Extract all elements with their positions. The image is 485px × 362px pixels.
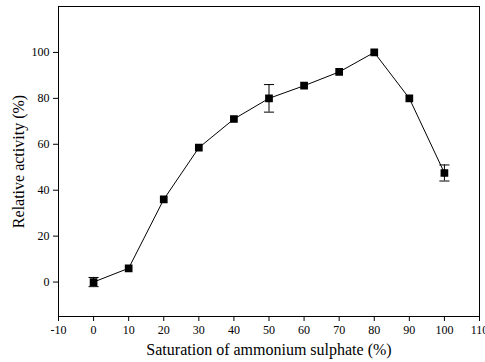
svg-text:40: 40 (38, 183, 50, 197)
svg-text:20: 20 (158, 323, 170, 337)
svg-text:-10: -10 (51, 323, 67, 337)
svg-text:100: 100 (435, 323, 453, 337)
svg-text:90: 90 (403, 323, 415, 337)
svg-text:100: 100 (32, 45, 50, 59)
svg-text:80: 80 (368, 323, 380, 337)
svg-text:60: 60 (298, 323, 310, 337)
svg-text:40: 40 (228, 323, 240, 337)
svg-text:50: 50 (263, 323, 275, 337)
svg-text:Relative activity (%): Relative activity (%) (10, 95, 28, 228)
svg-text:80: 80 (38, 91, 50, 105)
svg-text:30: 30 (193, 323, 205, 337)
svg-text:0: 0 (91, 323, 97, 337)
svg-text:70: 70 (333, 323, 345, 337)
svg-text:20: 20 (38, 229, 50, 243)
svg-text:0: 0 (44, 275, 50, 289)
svg-text:10: 10 (123, 323, 135, 337)
svg-text:60: 60 (38, 137, 50, 151)
svg-text:Saturation of ammonium sulphat: Saturation of ammonium sulphate (%) (146, 341, 391, 359)
svg-text:110: 110 (471, 323, 485, 337)
